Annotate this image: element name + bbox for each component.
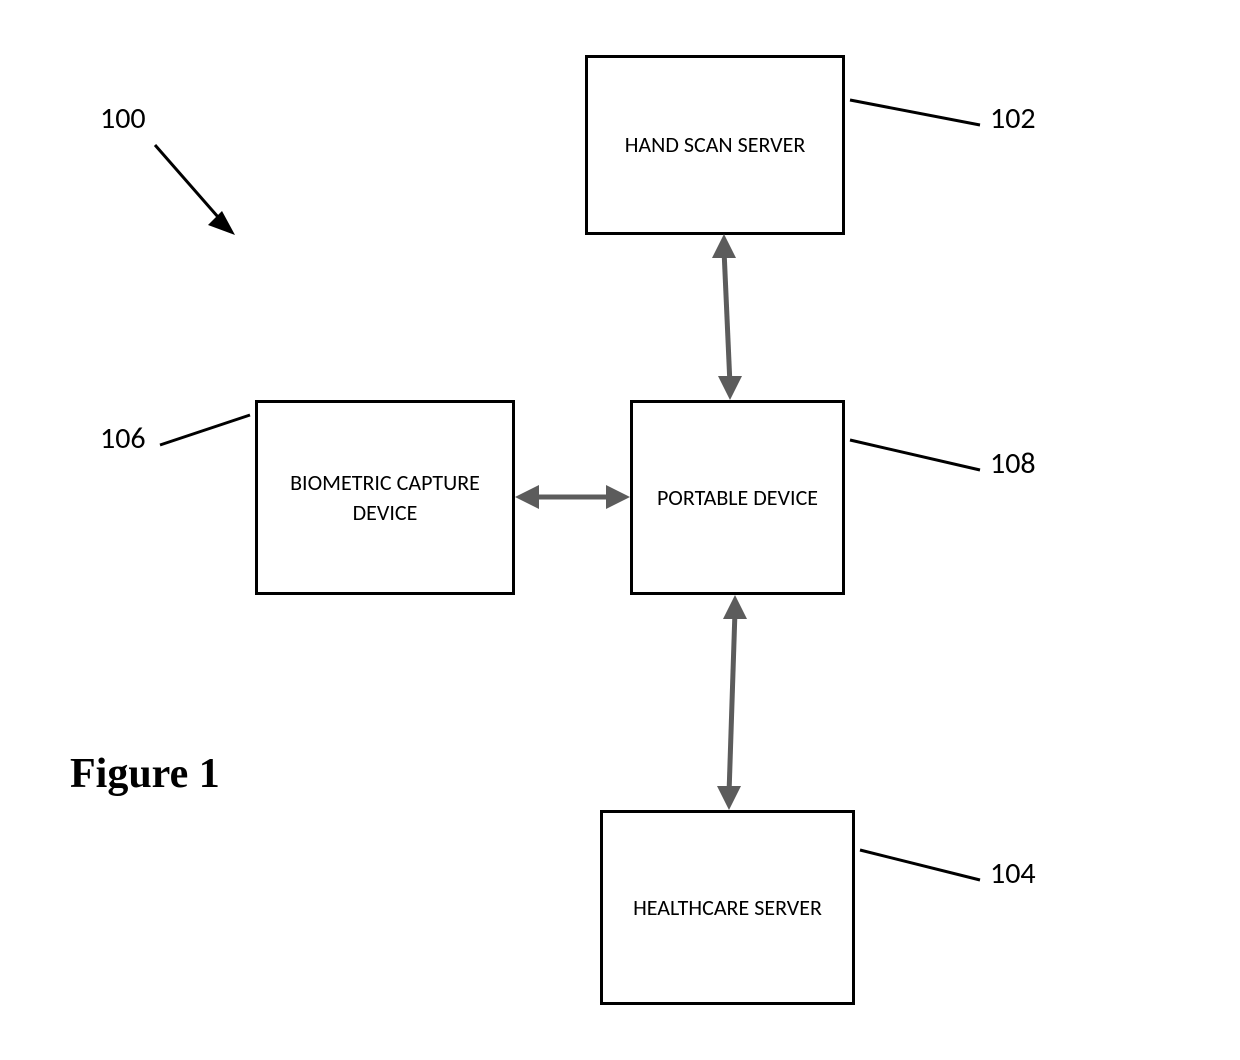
leader-104 [0, 0, 1240, 1060]
